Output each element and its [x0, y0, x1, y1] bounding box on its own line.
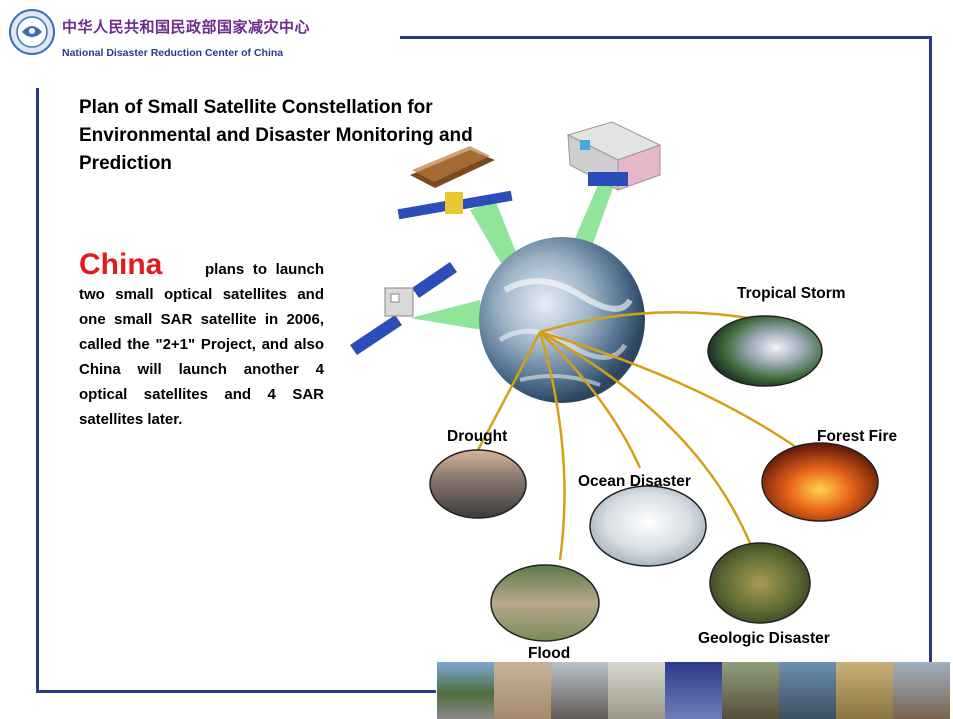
forest-fire-image [761, 442, 879, 522]
description-text: plans to launch two small optical satell… [79, 261, 325, 428]
strip-photo [494, 662, 551, 719]
disaster-photo-strip [437, 662, 950, 719]
link-forest-fire [539, 330, 801, 452]
label-forest-fire: Forest Fire [817, 428, 898, 445]
frame-left-border [36, 88, 39, 693]
label-tropical-storm: Tropical Storm [737, 285, 846, 302]
highlight-china: China [79, 248, 163, 281]
ndrcc-logo-icon [9, 9, 55, 55]
satellite-optical-top-icon [566, 121, 662, 191]
frame-top-border [400, 36, 932, 39]
strip-photo [893, 662, 950, 719]
organization-name-chinese: 中华人民共和国民政部国家减灾中心 [62, 19, 311, 36]
organization-name-english: National Disaster Reduction Center of Ch… [62, 47, 284, 59]
drought-image [429, 449, 527, 519]
earth-globe [479, 237, 645, 403]
label-drought: Drought [447, 428, 508, 445]
satellite-sar-icon [397, 146, 513, 220]
label-ocean-disaster: Ocean Disaster [578, 473, 691, 490]
beam-upper-left [470, 200, 520, 270]
geologic-disaster-image [709, 542, 811, 624]
label-geologic-disaster: Geologic Disaster [698, 630, 830, 647]
link-drought [476, 331, 542, 451]
link-geologic-disaster [539, 330, 754, 549]
strip-photo [836, 662, 893, 719]
frame-bottom-border [36, 690, 436, 693]
flood-image [490, 564, 600, 642]
project-description: China plans to launch two small optical … [79, 250, 324, 432]
strip-photo [722, 662, 779, 719]
strip-photo [437, 662, 494, 719]
ocean-disaster-image [589, 485, 707, 567]
frame-right-border [929, 36, 932, 668]
link-ocean-disaster [539, 331, 642, 469]
tropical-storm-image [707, 315, 823, 387]
label-flood: Flood [528, 645, 571, 662]
link-flood [538, 331, 566, 561]
strip-photo [551, 662, 608, 719]
beam-left [410, 300, 482, 330]
satellite-optical-left-icon [350, 262, 457, 355]
link-tropical-storm [539, 311, 761, 334]
slide-title: Plan of Small Satellite Constellation fo… [79, 97, 473, 174]
strip-photo [608, 662, 665, 719]
strip-photo [665, 662, 722, 719]
beam-upper-right [570, 185, 614, 252]
strip-photo [779, 662, 836, 719]
